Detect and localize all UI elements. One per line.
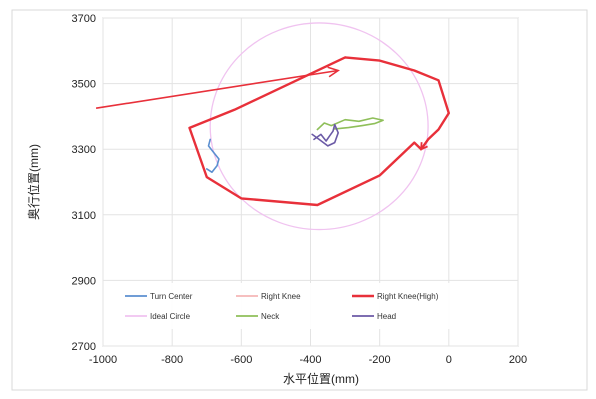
x-tick-label: -800 xyxy=(161,354,183,366)
series-layer xyxy=(188,22,450,231)
y-tick-label: 2700 xyxy=(72,341,96,353)
x-axis-title: 水平位置(mm) xyxy=(283,371,359,386)
legend-label-right-knee-high: Right Knee(High) xyxy=(377,292,439,301)
y-tick-label: 3500 xyxy=(72,79,96,91)
annotation-layer xyxy=(95,66,340,109)
legend-box xyxy=(112,283,512,329)
series-turn-center xyxy=(206,138,220,173)
x-tick-label: 0 xyxy=(446,354,452,366)
x-tick-label: -1000 xyxy=(89,354,117,366)
legend: Turn Center Right Knee Right Knee(High) Ide… xyxy=(125,292,439,321)
series-right-knee-high xyxy=(188,56,450,207)
y-tick-label: 2900 xyxy=(72,275,96,287)
legend-label-ideal-circle: Ideal Circle xyxy=(150,312,191,321)
y-tick-label: 3100 xyxy=(72,210,96,222)
ticks: -1000 -800 -600 -400 -200 0 200 2700 2900 3100 330… xyxy=(72,13,528,366)
y-tick-label: 3300 xyxy=(72,144,96,156)
x-tick-label: -200 xyxy=(369,354,391,366)
x-tick-label: 200 xyxy=(509,354,527,366)
x-tick-label: -400 xyxy=(299,354,321,366)
series-ideal-circle xyxy=(209,22,429,231)
legend-label-right-knee: Right Knee xyxy=(261,292,301,301)
y-tick-label: 3700 xyxy=(72,13,96,25)
y-axis-title: 奥行位置(mm) xyxy=(26,144,41,220)
annotation-arrow-line xyxy=(95,69,339,109)
legend-label-neck: Neck xyxy=(261,312,280,321)
annotation-arrow-head xyxy=(327,66,340,78)
series-end-arrowhead xyxy=(420,142,428,151)
series-head xyxy=(311,123,340,147)
series-neck xyxy=(316,117,384,131)
legend-label-head: Head xyxy=(377,312,396,321)
x-tick-label: -600 xyxy=(230,354,252,366)
legend-label-turn-center: Turn Center xyxy=(150,292,193,301)
